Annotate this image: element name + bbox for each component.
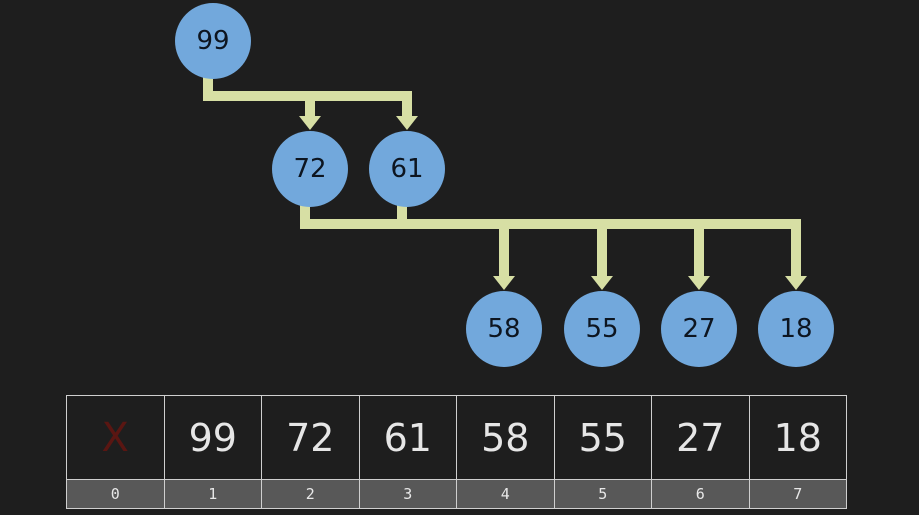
array-index: 0 bbox=[67, 479, 164, 508]
arrowhead-72-58 bbox=[493, 276, 515, 290]
array-index: 4 bbox=[457, 479, 554, 508]
node-label: 99 bbox=[196, 26, 229, 56]
node-circle bbox=[661, 291, 737, 367]
array-value: 58 bbox=[457, 396, 554, 479]
array-cell-5: 55 5 bbox=[554, 395, 652, 509]
arrowhead-61-27 bbox=[688, 276, 710, 290]
tree-edges bbox=[203, 77, 807, 290]
array-value: 99 bbox=[164, 396, 261, 479]
array-value: 61 bbox=[359, 396, 456, 479]
node-circle bbox=[272, 131, 348, 207]
array-index: 2 bbox=[262, 479, 359, 508]
tree-node-72: 72 bbox=[272, 131, 348, 207]
array-index: 6 bbox=[652, 479, 749, 508]
heap-tree: 99 72 61 58 55 27 18 bbox=[175, 3, 834, 367]
array-cell-2: 72 2 bbox=[262, 395, 360, 509]
array-cell-6: 27 6 bbox=[652, 395, 750, 509]
node-label: 27 bbox=[682, 314, 715, 344]
node-circle bbox=[175, 3, 251, 79]
array-sentinel-mark: X bbox=[67, 396, 164, 479]
array-value: 18 bbox=[749, 396, 846, 479]
node-circle bbox=[369, 131, 445, 207]
tree-node-58: 58 bbox=[466, 291, 542, 367]
node-circle bbox=[466, 291, 542, 367]
array-value: 72 bbox=[262, 396, 359, 479]
arrowhead-99-61 bbox=[396, 116, 418, 130]
array-cell-7: 18 7 bbox=[749, 395, 847, 509]
array-index: 3 bbox=[359, 479, 456, 508]
array-index: 7 bbox=[749, 479, 846, 508]
tree-node-61: 61 bbox=[369, 131, 445, 207]
node-circle bbox=[564, 291, 640, 367]
array-value: 55 bbox=[554, 396, 651, 479]
node-label: 61 bbox=[390, 154, 423, 184]
array-cell-3: 61 3 bbox=[359, 395, 457, 509]
array-cell-1: 99 1 bbox=[164, 395, 262, 509]
arrowhead-61-18 bbox=[785, 276, 807, 290]
tree-node-55: 55 bbox=[564, 291, 640, 367]
edge-bus-72 bbox=[300, 205, 602, 229]
array-value: 27 bbox=[652, 396, 749, 479]
tree-node-27: 27 bbox=[661, 291, 737, 367]
array-index: 5 bbox=[554, 479, 651, 508]
edge-bus-99 bbox=[203, 77, 407, 101]
heap-array: X 0 99 1 72 2 61 3 58 4 55 5 27 6 18 7 bbox=[66, 395, 847, 509]
node-label: 18 bbox=[779, 314, 812, 344]
array-index: 1 bbox=[164, 479, 261, 508]
node-label: 55 bbox=[585, 314, 618, 344]
arrowhead-99-72 bbox=[299, 116, 321, 130]
array-cell-0: X 0 bbox=[67, 395, 165, 509]
array-cell-4: 58 4 bbox=[457, 395, 555, 509]
node-circle bbox=[758, 291, 834, 367]
tree-node-99: 99 bbox=[175, 3, 251, 79]
node-label: 72 bbox=[293, 154, 326, 184]
tree-node-18: 18 bbox=[758, 291, 834, 367]
arrowhead-72-55 bbox=[591, 276, 613, 290]
node-label: 58 bbox=[487, 314, 520, 344]
